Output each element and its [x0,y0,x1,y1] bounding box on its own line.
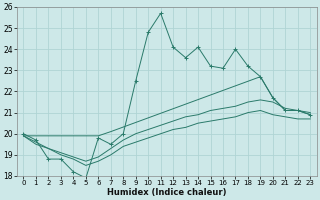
X-axis label: Humidex (Indice chaleur): Humidex (Indice chaleur) [107,188,227,197]
